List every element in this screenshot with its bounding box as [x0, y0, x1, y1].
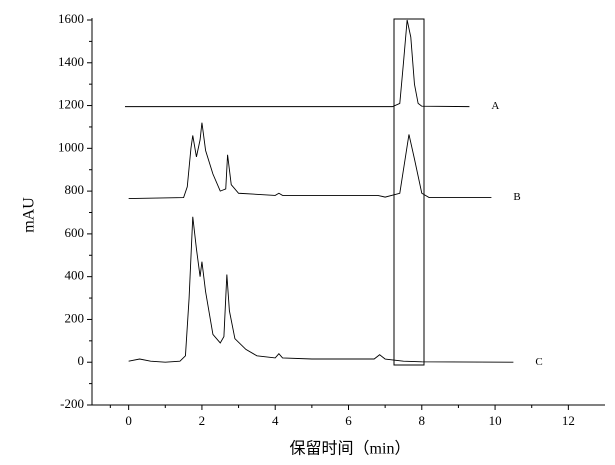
series-label: A [491, 100, 499, 112]
x-tick-label: 4 [272, 413, 279, 428]
x-tick-label: 8 [419, 413, 426, 428]
y-tick-label: 200 [65, 310, 85, 325]
series-label: C [535, 356, 542, 368]
y-tick-label: 1000 [58, 139, 84, 154]
series-line [124, 19, 470, 108]
y-tick-label: 600 [65, 225, 85, 240]
x-tick-label: 10 [489, 413, 502, 428]
x-axis-label: 保留时间（min） [290, 440, 411, 458]
highlight-box [393, 18, 425, 366]
x-tick-label: 6 [345, 413, 352, 428]
y-tick-label: 1200 [58, 97, 84, 112]
x-tick-label: 0 [125, 413, 132, 428]
y-tick-label: -200 [60, 396, 84, 411]
series-line [128, 122, 492, 200]
y-tick-label: 1400 [58, 54, 84, 69]
x-tick-label: 2 [199, 413, 206, 428]
y-tick-label: 400 [65, 268, 85, 283]
series-label: B [513, 191, 520, 203]
y-tick-label: 1600 [58, 11, 84, 26]
series-line [128, 216, 514, 363]
y-tick-label: 0 [78, 353, 85, 368]
x-tick-label: 12 [562, 413, 575, 428]
y-tick-label: 800 [65, 182, 85, 197]
y-axis-label: mAU [21, 197, 38, 233]
